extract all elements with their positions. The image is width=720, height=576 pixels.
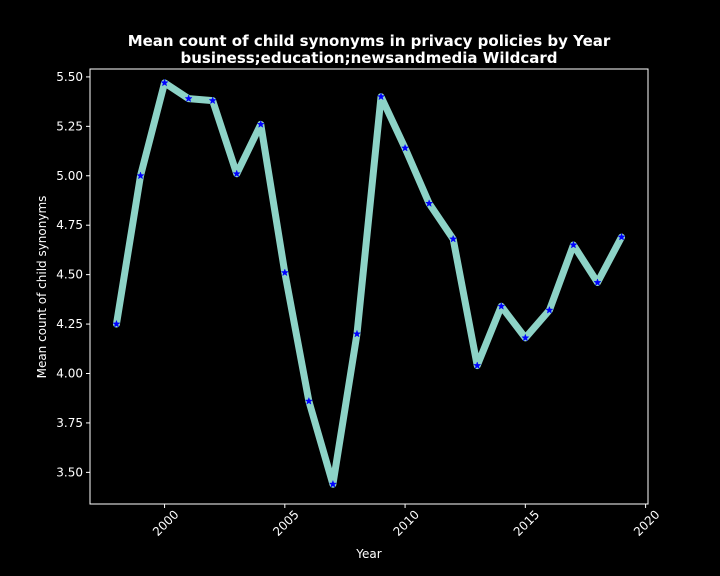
series-line: [112, 79, 626, 488]
y-tick-label: 4.50: [56, 268, 83, 282]
y-tick-label: 5.00: [56, 169, 83, 183]
data-point-marker: [593, 278, 602, 287]
data-point-marker: [425, 199, 434, 207]
y-tick-label: 3.50: [56, 465, 83, 479]
data-point-marker: [304, 396, 313, 405]
data-point-marker: [136, 171, 145, 180]
y-tick-label: 3.75: [56, 416, 83, 430]
y-tick-label: 4.75: [56, 218, 83, 232]
data-point-marker: [256, 120, 265, 128]
y-tick-label: 5.25: [56, 119, 83, 133]
data-point-marker: [569, 240, 578, 249]
data-point-marker: [328, 479, 338, 488]
y-tick-label: 4.25: [56, 317, 83, 331]
data-point-marker: [400, 143, 410, 152]
chart-subtitle: business;education;newsandmedia Wildcard: [180, 49, 557, 67]
y-axis-label: Mean count of child synonyms: [35, 196, 49, 379]
data-point-marker: [449, 234, 458, 243]
chart-title: Mean count of child synonyms in privacy …: [128, 32, 611, 50]
data-point-marker: [497, 301, 506, 310]
data-point-marker: [617, 232, 626, 241]
data-point-marker: [545, 305, 554, 314]
data-point-marker: [280, 268, 289, 277]
data-point-marker: [352, 329, 362, 338]
plot-frame: [89, 68, 649, 505]
data-point-marker: [112, 319, 121, 328]
plot-area: [89, 68, 649, 505]
data-point-marker: [376, 92, 386, 101]
data-point-marker: [473, 361, 482, 370]
y-tick-label: 4.00: [56, 367, 83, 381]
series-group: [112, 78, 626, 488]
y-tick-label: 5.50: [56, 70, 83, 84]
data-point-marker: [208, 96, 217, 105]
x-axis-label: Year: [355, 547, 381, 561]
data-point-marker: [521, 333, 530, 342]
data-point-marker: [160, 78, 169, 87]
data-point-marker: [232, 169, 241, 178]
y-axis-ticks: 3.50 3.75 4.00 4.25 4.50 4.75 5.00 5.25 5.50: [56, 70, 90, 479]
data-point-marker: [184, 94, 193, 103]
